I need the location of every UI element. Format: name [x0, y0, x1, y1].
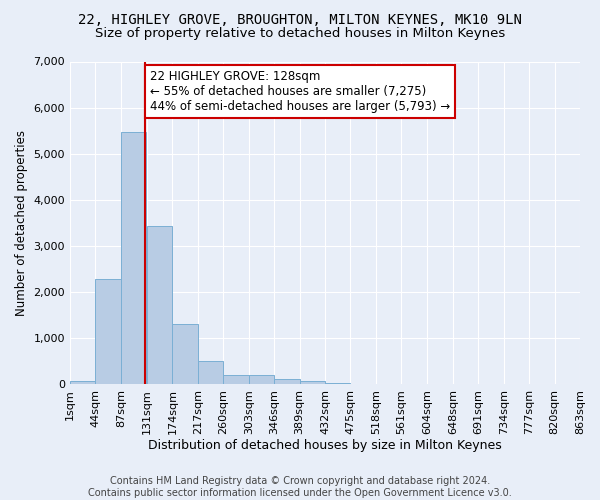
Bar: [121, 132, 146, 384]
Text: 22 HIGHLEY GROVE: 128sqm
← 55% of detached houses are smaller (7,275)
44% of sem: 22 HIGHLEY GROVE: 128sqm ← 55% of detach…: [150, 70, 450, 113]
Text: Contains HM Land Registry data © Crown copyright and database right 2024.
Contai: Contains HM Land Registry data © Crown c…: [88, 476, 512, 498]
Bar: [95, 279, 121, 384]
Bar: [325, 382, 350, 384]
Bar: [249, 375, 274, 384]
Bar: [172, 324, 198, 384]
Bar: [223, 374, 249, 384]
X-axis label: Distribution of detached houses by size in Milton Keynes: Distribution of detached houses by size …: [148, 440, 502, 452]
Bar: [198, 362, 223, 384]
Bar: [274, 380, 299, 384]
Text: 22, HIGHLEY GROVE, BROUGHTON, MILTON KEYNES, MK10 9LN: 22, HIGHLEY GROVE, BROUGHTON, MILTON KEY…: [78, 12, 522, 26]
Bar: [147, 226, 172, 384]
Bar: [299, 381, 325, 384]
Y-axis label: Number of detached properties: Number of detached properties: [15, 130, 28, 316]
Text: Size of property relative to detached houses in Milton Keynes: Size of property relative to detached ho…: [95, 28, 505, 40]
Bar: [70, 380, 95, 384]
